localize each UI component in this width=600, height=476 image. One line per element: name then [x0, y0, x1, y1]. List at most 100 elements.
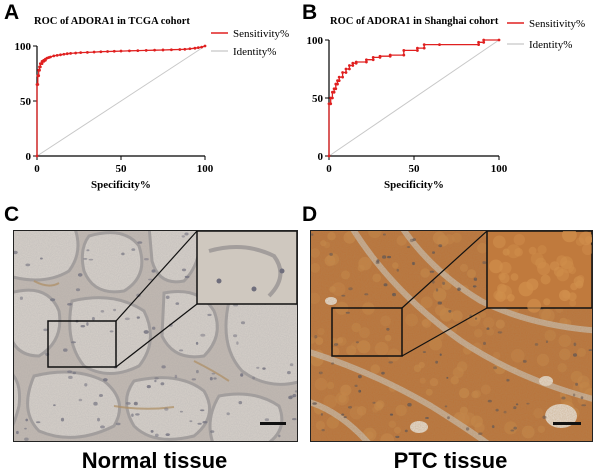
roc-point [336, 82, 339, 86]
roc-point [422, 43, 426, 47]
roc-point [200, 45, 204, 49]
roc-point [365, 60, 368, 64]
roc-point [371, 56, 375, 59]
roc-point [136, 49, 140, 53]
legend-label-sensitivity: Sensitivity% [233, 28, 289, 40]
roc-point [106, 50, 109, 53]
roc-point [482, 38, 486, 42]
roc-point [38, 65, 42, 69]
inset-cell [527, 298, 542, 313]
roc-point [196, 46, 200, 50]
roc-point [331, 96, 334, 100]
roc-point [371, 58, 375, 62]
legend-label-identity: Identity% [233, 46, 276, 58]
roc-point [341, 75, 344, 79]
inset-cell [562, 231, 577, 243]
inset-cell [573, 276, 584, 287]
scale-bar [553, 422, 581, 425]
roc-point [55, 53, 59, 57]
roc-point [153, 48, 157, 52]
normal-tissue-micrograph [13, 230, 298, 442]
roc-point [62, 52, 66, 56]
legend-label-identity: Identity% [529, 39, 572, 51]
zoom-inset [486, 231, 592, 313]
inset-cell [528, 246, 537, 255]
legend: Sensitivity% Identity% [211, 28, 289, 58]
inset-cell [568, 266, 577, 275]
roc-point [86, 50, 89, 54]
roc-point [422, 46, 426, 50]
normal-tissue-label: Normal tissue [81, 448, 228, 473]
roc-point [327, 154, 331, 158]
plot-area: 0 50 100 0 50 100 [307, 35, 508, 175]
roc-point [203, 44, 207, 48]
inset-cell [560, 256, 574, 270]
roc-point [477, 40, 480, 44]
inset-cell [561, 260, 575, 274]
inset-cell [514, 247, 523, 257]
roc-point [351, 61, 355, 65]
roc-point [183, 47, 187, 51]
zoom-connector [115, 303, 198, 368]
roc-point [99, 50, 103, 54]
roc-point [497, 38, 501, 42]
roc-point [416, 46, 419, 50]
roc-point [332, 90, 336, 94]
roc-point [65, 52, 69, 56]
inset-cell [556, 268, 569, 282]
inset-cell [493, 290, 504, 301]
inset-cell [540, 274, 551, 285]
inset-cell [499, 261, 512, 275]
roc-point [388, 53, 392, 57]
panel-letter-b: B [302, 1, 318, 24]
panel-letter-c: C [4, 203, 20, 226]
roc-point [119, 49, 123, 53]
zoom-box [47, 320, 117, 368]
inset-cell [549, 261, 560, 271]
x-tick-label: 0 [34, 163, 40, 175]
roc-point [74, 51, 78, 55]
roc-point [38, 68, 41, 72]
roc-point [69, 51, 72, 55]
ptc-tissue-label: PTC tissue [393, 448, 508, 473]
panel-letter-a: A [4, 1, 20, 24]
y-tick-label: 0 [318, 151, 324, 163]
inset-cell [559, 289, 571, 302]
inset-cell [543, 298, 551, 306]
roc-point [482, 40, 486, 44]
roc-point [438, 43, 441, 47]
zoom-connector [115, 231, 198, 322]
roc-point [348, 64, 351, 67]
roc-point [351, 64, 355, 67]
panel-letter-d: D [302, 203, 318, 226]
roc-point [112, 49, 116, 53]
y-tick-label: 50 [20, 96, 32, 108]
roc-point [161, 48, 165, 52]
roc-point [52, 54, 56, 58]
legend: Sensitivity% Identity% [507, 18, 585, 51]
zoom-connector [401, 231, 488, 309]
inset-cell [518, 281, 534, 297]
normal-tissue-image [14, 231, 297, 441]
roc-point [188, 47, 192, 51]
inset-cell [492, 235, 506, 249]
y-tick-label: 100 [307, 35, 324, 47]
x-axis-label: Specificity% [91, 179, 151, 191]
roc-point [416, 49, 419, 52]
scale-bar [260, 422, 286, 425]
roc-point [193, 46, 197, 50]
inset-cell [537, 245, 547, 255]
inset-cell [506, 244, 521, 259]
roc-point [341, 71, 344, 74]
inset-cell [582, 243, 592, 256]
roc-point [127, 49, 131, 53]
inset-cell [579, 231, 592, 246]
roc-point [365, 58, 368, 62]
roc-chart-tcga: ROC of ADORA1 in TCGA cohort 0 50 100 0 50 10… [15, 16, 290, 191]
y-tick-label: 0 [26, 151, 32, 163]
inset-cell [537, 262, 551, 276]
chart-title: ROC of ADORA1 in Shanghai cohort [330, 16, 499, 27]
roc-point [170, 48, 173, 52]
inset-cell [507, 294, 515, 302]
x-axis-label: Specificity% [384, 179, 444, 191]
